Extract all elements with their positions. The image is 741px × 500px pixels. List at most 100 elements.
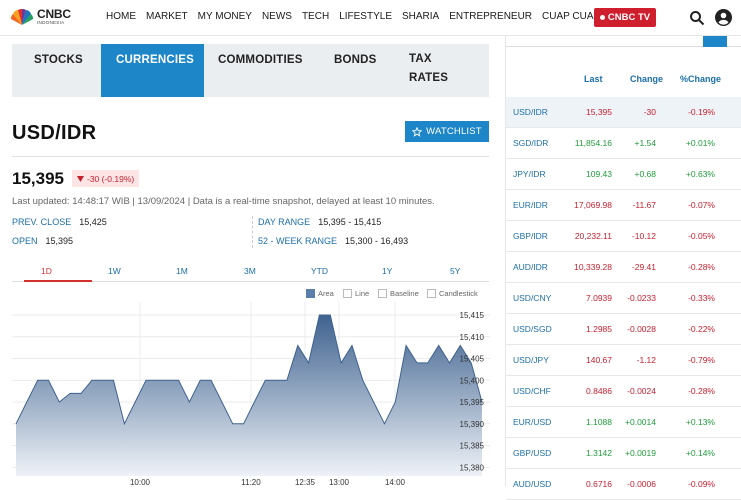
logo-subtext: INDONESIA	[37, 20, 65, 26]
currency-row[interactable]: GBP/USD 1.3142 +0.0019 +0.14%	[506, 438, 741, 469]
nav-item-news[interactable]: NEWS	[261, 11, 292, 22]
chart-mode-area[interactable]: Area	[306, 289, 334, 298]
live-dot-icon	[599, 15, 605, 20]
sidebar-search-button[interactable]	[703, 36, 727, 47]
price-chart[interactable]: 15,415 15,410 15,405 15,400 15,395 15,390 15,3…	[12, 302, 490, 486]
currency-pct-change: +0.63%	[685, 169, 715, 179]
chart-mode-line[interactable]: Line	[343, 289, 369, 298]
baseline-checkbox	[378, 289, 387, 298]
tab-stocks[interactable]: STOCKS	[34, 54, 83, 66]
currency-change: +0.0014	[625, 417, 656, 427]
tab-bonds[interactable]: BONDS	[334, 54, 377, 66]
range-1y[interactable]: 1Y	[382, 266, 393, 276]
range-1w[interactable]: 1W	[108, 266, 121, 276]
chart-mode-candlestick[interactable]: Candlestick	[427, 289, 478, 298]
nav-item-entrepreneur[interactable]: ENTREPRENEUR	[449, 11, 533, 22]
y-tick-label: 15,385	[460, 442, 485, 451]
watchlist-label: WATCHLIST	[426, 126, 482, 137]
search-icon[interactable]	[689, 10, 705, 26]
currency-pct-change: -0.28%	[688, 262, 715, 272]
x-tick-label: 12:35	[295, 478, 316, 486]
tab-tax-rates[interactable]: TAX RATES	[403, 44, 489, 97]
sidebar-search-field[interactable]	[506, 36, 741, 47]
week52-range-label: 52 - WEEK RANGE	[258, 236, 338, 246]
day-range-value: 15,395 - 15,415	[318, 217, 382, 227]
currency-sidebar: Last Change %Change USD/IDR 15,395 -30 -0.1…	[505, 36, 741, 500]
currency-row[interactable]: AUD/IDR 10,339.28 -29.41 -0.28%	[506, 252, 741, 283]
user-account-icon[interactable]	[715, 9, 732, 26]
down-arrow-icon	[77, 175, 84, 182]
currency-row[interactable]: USD/JPY 140.67 -1.12 -0.79%	[506, 345, 741, 376]
peacock-icon	[10, 8, 34, 25]
cnbc-logo[interactable]: CNBC INDONESIA	[10, 8, 71, 26]
tab-commodities[interactable]: COMMODITIES	[218, 54, 303, 66]
range-5y[interactable]: 5Y	[450, 266, 461, 276]
currency-symbol: EUR/IDR	[513, 200, 548, 210]
currency-symbol: USD/IDR	[513, 107, 548, 117]
day-range-stat: DAY RANGE 15,395 - 15,415	[258, 217, 381, 227]
open-stat: OPEN 15,395	[12, 236, 73, 246]
currency-last: 10,339.28	[574, 262, 612, 272]
currency-symbol: USD/SGD	[513, 324, 552, 334]
range-1d[interactable]: 1D	[41, 266, 52, 276]
currency-pct-change: -0.07%	[688, 200, 715, 210]
line-checkbox	[343, 289, 352, 298]
market-tabs: STOCKS CURRENCIES COMMODITIES BONDS TAX …	[12, 44, 489, 97]
currency-row[interactable]: USD/CNY 7.0939 -0.0233 -0.33%	[506, 283, 741, 314]
nav-item-lifestyle[interactable]: LIFESTYLE	[339, 11, 392, 22]
currency-row[interactable]: USD/SGD 1.2985 -0.0028 -0.22%	[506, 314, 741, 345]
currency-change: +0.0019	[625, 448, 656, 458]
y-tick-label: 15,410	[460, 333, 485, 342]
currency-row[interactable]: JPY/IDR 109.43 +0.68 +0.63%	[506, 159, 741, 190]
chart-mode-baseline-label: Baseline	[390, 289, 419, 298]
nav-item-my-money[interactable]: MY MONEY	[197, 11, 252, 22]
y-tick-label: 15,400	[460, 376, 485, 385]
range-selector: 1D 1W 1M 3M YTD 1Y 5Y	[12, 262, 489, 282]
currency-symbol: EUR/USD	[513, 417, 552, 427]
currency-pct-change: +0.01%	[685, 138, 715, 148]
currency-pct-change: -0.22%	[688, 324, 715, 334]
nav-item-market[interactable]: MARKET	[146, 11, 188, 22]
currency-last: 20,232.11	[574, 231, 612, 241]
range-1m[interactable]: 1M	[176, 266, 188, 276]
currency-change: -10.12	[631, 231, 656, 241]
currency-symbol: USD/CHF	[513, 386, 551, 396]
nav-item-home[interactable]: HOME	[106, 11, 136, 22]
currency-last: 17,069.98	[574, 200, 612, 210]
cnbc-tv-button[interactable]: CNBC TV	[594, 8, 656, 27]
currency-pct-change: +0.14%	[685, 448, 715, 458]
currency-row[interactable]: GBP/IDR 20,232.11 -10.12 -0.05%	[506, 221, 741, 252]
currency-row[interactable]: USD/CHF 0.8486 -0.0024 -0.28%	[506, 376, 741, 407]
y-tick-label: 15,380	[460, 463, 485, 472]
currency-last: 109.43	[586, 169, 612, 179]
chart-mode-line-label: Line	[355, 289, 370, 298]
nav-item-sharia[interactable]: SHARIA	[402, 11, 440, 22]
cnbc-tv-label: CNBC TV	[607, 12, 651, 23]
top-navbar: CNBC INDONESIA HOME MARKET MY MONEY NEWS…	[0, 0, 741, 36]
nav-item-cuap-cuap-cuan[interactable]: CUAP CUAP CUAN	[542, 11, 632, 22]
header-change: Change	[630, 74, 664, 84]
last-updated-text: Last updated: 14:48:17 WIB | 13/09/2024 …	[12, 196, 435, 207]
currency-last: 11,854.16	[574, 138, 612, 148]
watchlist-button[interactable]: WATCHLIST	[405, 121, 489, 142]
nav-item-tech[interactable]: TECH	[301, 11, 330, 22]
range-3m[interactable]: 3M	[244, 266, 256, 276]
price-line	[15, 314, 483, 426]
currency-row[interactable]: SGD/IDR 11,854.16 +1.54 +0.01%	[506, 128, 741, 159]
tab-tax-rates-line2: RATES	[409, 72, 449, 84]
currency-last: 0.6716	[586, 479, 612, 489]
x-tick-label: 13:00	[329, 478, 350, 486]
y-tick-label: 15,405	[460, 355, 485, 364]
tab-currencies[interactable]: CURRENCIES	[101, 44, 204, 97]
currency-change: -0.0233	[627, 293, 656, 303]
currency-row[interactable]: USD/IDR 15,395 -30 -0.19%	[506, 97, 741, 128]
currency-row[interactable]: EUR/USD 1.1088 +0.0014 +0.13%	[506, 407, 741, 438]
currency-change: -1.12	[636, 355, 656, 365]
area-series	[16, 315, 482, 476]
chart-mode-baseline[interactable]: Baseline	[378, 289, 419, 298]
area-checkbox	[306, 289, 315, 298]
range-ytd[interactable]: YTD	[311, 266, 328, 276]
logo-text: CNBC	[37, 7, 71, 22]
currency-row[interactable]: AUD/USD 0.6716 -0.0006 -0.09%	[506, 469, 741, 500]
currency-row[interactable]: EUR/IDR 17,069.98 -11.67 -0.07%	[506, 190, 741, 221]
